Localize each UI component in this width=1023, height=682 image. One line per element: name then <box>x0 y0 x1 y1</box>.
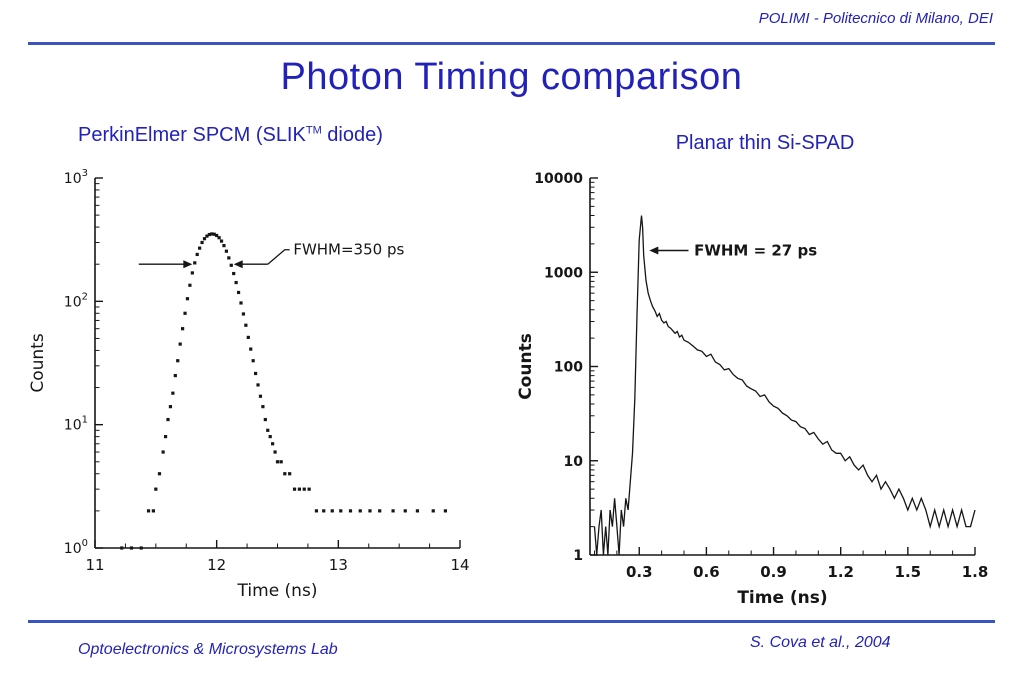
footer-citation: S. Cova et al., 2004 <box>750 634 891 651</box>
y-tick-label: 101 <box>64 415 88 434</box>
left-chart-caption: PerkinElmer SPCM (SLIKTM diode) <box>78 124 383 147</box>
y-tick-label: 100 <box>554 360 583 376</box>
arrowhead-icon <box>233 260 243 269</box>
line-series <box>593 215 976 556</box>
y-tick-label: 1000 <box>544 265 583 281</box>
x-axis-label: Time (ns) <box>737 588 827 608</box>
y-tick-label: 100 <box>64 538 88 557</box>
left-chart-caption-suffix: diode) <box>321 124 383 146</box>
x-tick-label: 1.2 <box>827 563 854 581</box>
y-tick-label: 1 <box>573 548 583 564</box>
arrowhead-icon <box>183 260 193 269</box>
x-tick-label: 1.5 <box>895 563 922 581</box>
y-tick-label: 10000 <box>534 171 583 187</box>
y-tick-label: 10 <box>564 454 584 470</box>
right-chart-caption: Planar thin Si-SPAD <box>675 132 855 154</box>
footer-lab-name: Optoelectronics & Microsystems Lab <box>78 641 338 658</box>
x-tick-label: 13 <box>329 556 348 574</box>
fwhm-label: FWHM = 27 ps <box>694 242 817 260</box>
spcm-timing-chart: 100 101 102 103 11 12 13 14 Time (ns) Counts FWHM=… <box>25 148 485 618</box>
x-tick-label: 1.8 <box>962 563 989 581</box>
scatter-series <box>120 232 447 550</box>
fwhm-label: FWHM=350 ps <box>293 241 404 259</box>
header-divider <box>28 42 995 45</box>
left-chart-caption-trademark: TM <box>305 124 322 137</box>
x-tick-label: 12 <box>207 556 226 574</box>
x-tick-label: 0.3 <box>626 563 653 581</box>
left-chart-caption-prefix: PerkinElmer SPCM (SLIK <box>78 124 306 146</box>
y-axis-label: Counts <box>516 333 536 400</box>
y-tick-label: 102 <box>64 291 88 310</box>
fwhm-annotation: FWHM = 27 ps <box>649 242 817 260</box>
fwhm-annotation: FWHM=350 ps <box>138 241 404 269</box>
header-affiliation: POLIMI - Politecnico di Milano, DEI <box>758 10 993 27</box>
y-tick-label: 103 <box>64 168 88 187</box>
x-tick-label: 0.6 <box>693 563 720 581</box>
arrowhead-icon <box>649 246 659 255</box>
footer-divider <box>28 620 995 623</box>
x-tick-label: 0.9 <box>760 563 787 581</box>
y-axis-label: Counts <box>28 333 48 392</box>
x-axis-label: Time (ns) <box>237 581 318 601</box>
x-tick-label: 11 <box>85 556 104 574</box>
x-tick-label: 14 <box>450 556 469 574</box>
page-title: Photon Timing comparison <box>280 56 743 98</box>
si-spad-timing-chart: 1 10 100 1000 10000 0.3 0.6 0.9 1.2 1.5 1.8 Time (n… <box>505 150 995 630</box>
